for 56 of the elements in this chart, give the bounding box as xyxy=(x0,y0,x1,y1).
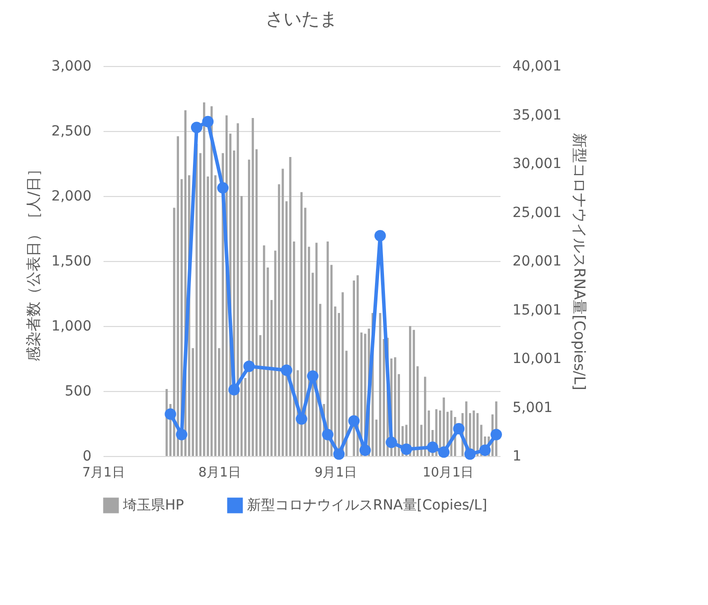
point xyxy=(490,428,502,440)
y-tick-label: 2,500 xyxy=(51,124,92,140)
x-tick-label: 8月1日 xyxy=(198,466,241,480)
point xyxy=(464,448,476,460)
y-tick-label: 0 xyxy=(82,448,92,464)
point xyxy=(296,413,308,425)
chart-title: さいたま xyxy=(266,9,338,30)
bar xyxy=(289,157,292,456)
bar xyxy=(214,175,216,456)
bar xyxy=(356,275,359,456)
x-tick-label: 10月1日 xyxy=(422,466,474,480)
x-tick-label: 9月1日 xyxy=(314,466,357,480)
y2-tick-label: 1 xyxy=(512,448,522,464)
point xyxy=(374,230,386,242)
point xyxy=(190,122,202,134)
y2-tick-label: 25,001 xyxy=(512,204,562,221)
point xyxy=(386,436,398,448)
bar xyxy=(252,118,254,456)
y2-tick-label: 40,001 xyxy=(512,58,562,74)
y-axis-title: 感染者数（公表日）［人/日］ xyxy=(24,161,42,362)
point xyxy=(453,423,465,434)
legend-label: 埼玉県HP xyxy=(122,497,184,514)
point xyxy=(322,428,334,440)
y2-axis-title: 新型コロナウイルスRNA量[Copies/L] xyxy=(570,132,588,390)
point xyxy=(280,364,292,376)
point xyxy=(307,370,318,382)
y-tick-label: 3,000 xyxy=(51,58,92,74)
point xyxy=(359,444,371,456)
point xyxy=(217,182,229,194)
point xyxy=(400,443,412,455)
point xyxy=(176,428,188,440)
y2-tick-label: 5,001 xyxy=(512,400,553,416)
y-tick-label: 500 xyxy=(64,384,92,400)
point xyxy=(348,415,360,427)
point xyxy=(479,444,491,456)
y2-tick-label: 35,001 xyxy=(512,107,562,124)
y-tick-label: 1,500 xyxy=(51,254,92,270)
y2-tick-label: 10,001 xyxy=(512,351,562,367)
point xyxy=(438,446,450,458)
y-tick-label: 1,000 xyxy=(51,318,92,334)
bar xyxy=(282,168,284,456)
point xyxy=(228,384,240,396)
legend-label: 新型コロナウイルスRNA量[Copies/L] xyxy=(247,497,488,514)
point xyxy=(164,408,176,420)
bar xyxy=(379,313,382,456)
y2-tick-label: 30,001 xyxy=(512,156,562,172)
bar xyxy=(326,242,329,456)
x-tick-label: 7月1日 xyxy=(82,466,125,480)
point xyxy=(243,360,255,372)
point xyxy=(202,116,214,128)
y2-tick-label: 15,001 xyxy=(512,302,562,318)
point xyxy=(426,442,438,453)
y-tick-label: 2,000 xyxy=(51,188,92,204)
point xyxy=(333,448,345,460)
bar xyxy=(236,123,239,456)
y2-tick-label: 20,001 xyxy=(512,254,562,270)
